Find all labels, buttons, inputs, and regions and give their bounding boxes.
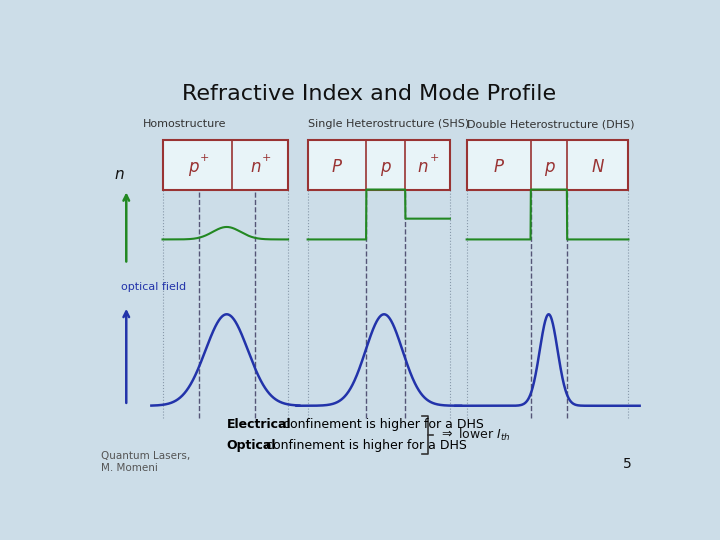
Bar	[307, 140, 450, 190]
Text: p: p	[188, 158, 198, 176]
Text: confinement is higher for a DHS: confinement is higher for a DHS	[279, 418, 483, 431]
Text: P: P	[494, 158, 504, 176]
Text: confinement is higher for a DHS: confinement is higher for a DHS	[262, 439, 467, 452]
Text: n: n	[251, 158, 261, 176]
Text: Optical: Optical	[227, 439, 276, 452]
Text: N: N	[592, 158, 604, 176]
Text: Homostructure: Homostructure	[143, 119, 227, 129]
Text: p: p	[380, 158, 391, 176]
Text: 5: 5	[623, 457, 631, 471]
Text: +: +	[262, 153, 271, 164]
Bar	[163, 140, 288, 190]
Text: $\Rightarrow$ lower $\it{I}_{th}$: $\Rightarrow$ lower $\it{I}_{th}$	[438, 427, 510, 443]
Text: +: +	[199, 153, 209, 164]
Bar	[467, 140, 629, 190]
Text: P: P	[332, 158, 342, 176]
Text: Electrical: Electrical	[227, 418, 292, 431]
Text: Refractive Index and Mode Profile: Refractive Index and Mode Profile	[182, 84, 556, 104]
Text: p: p	[544, 158, 554, 176]
Text: Single Heterostructure (SHS): Single Heterostructure (SHS)	[307, 119, 469, 129]
Text: optical field: optical field	[121, 282, 186, 292]
Text: n: n	[418, 158, 428, 176]
Text: $n$: $n$	[114, 167, 125, 183]
Text: +: +	[430, 153, 439, 164]
Text: Quantum Lasers,
M. Momeni: Quantum Lasers, M. Momeni	[101, 451, 190, 472]
Text: Double Heterostructure (DHS): Double Heterostructure (DHS)	[467, 119, 634, 129]
